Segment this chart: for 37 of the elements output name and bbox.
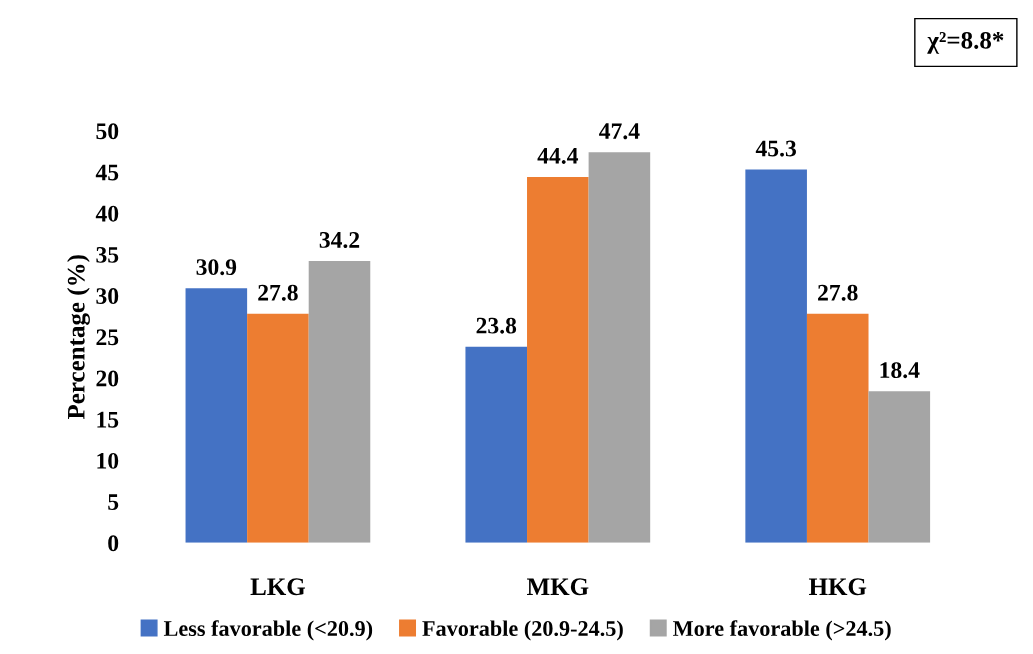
data-label: 34.2	[319, 232, 360, 248]
text: χ²=8.8*	[927, 31, 1004, 54]
x-tick-label: MKG	[527, 578, 589, 596]
legend-label: Less favorable (<20.9)	[163, 620, 373, 641]
data-label: 27.8	[818, 284, 858, 301]
y-tick-label: 40	[95, 205, 119, 222]
bar	[588, 152, 651, 543]
y-tick-label: 15	[97, 411, 119, 428]
y-tick-label: 50	[96, 123, 119, 140]
bar	[868, 391, 931, 543]
data-label: 44.4	[537, 148, 579, 164]
legend-label: More favorable (>24.5)	[673, 620, 891, 641]
y-tick-label: 10	[97, 452, 119, 469]
bar	[527, 176, 589, 543]
y-tick-label: 35	[96, 246, 119, 263]
y-tick-label: 20	[96, 370, 119, 387]
y-tick-label: 0	[108, 535, 119, 552]
bar	[806, 313, 869, 543]
legend-label: Favorable (20.9-24.5)	[422, 620, 623, 641]
y-tick-label: 30	[96, 288, 119, 305]
bar	[247, 313, 309, 543]
bar	[308, 261, 371, 543]
y-axis-title: Percentage (%)	[67, 255, 90, 420]
bar	[745, 169, 807, 543]
data-label: 23.8	[476, 317, 517, 334]
y-tick-label: 5	[108, 494, 119, 511]
bar	[465, 346, 528, 543]
x-tick-label: LKG	[250, 578, 306, 596]
y-tick-label: 45	[95, 164, 119, 181]
data-label: 47.4	[599, 123, 640, 140]
data-label: 27.8	[258, 284, 298, 301]
x-tick-label: HKG	[808, 578, 867, 596]
y-tick-label: 25	[96, 329, 119, 346]
data-label: 30.9	[196, 259, 237, 276]
bar	[185, 288, 248, 543]
data-label: 18.4	[880, 362, 920, 379]
data-label: 45.3	[755, 140, 796, 157]
